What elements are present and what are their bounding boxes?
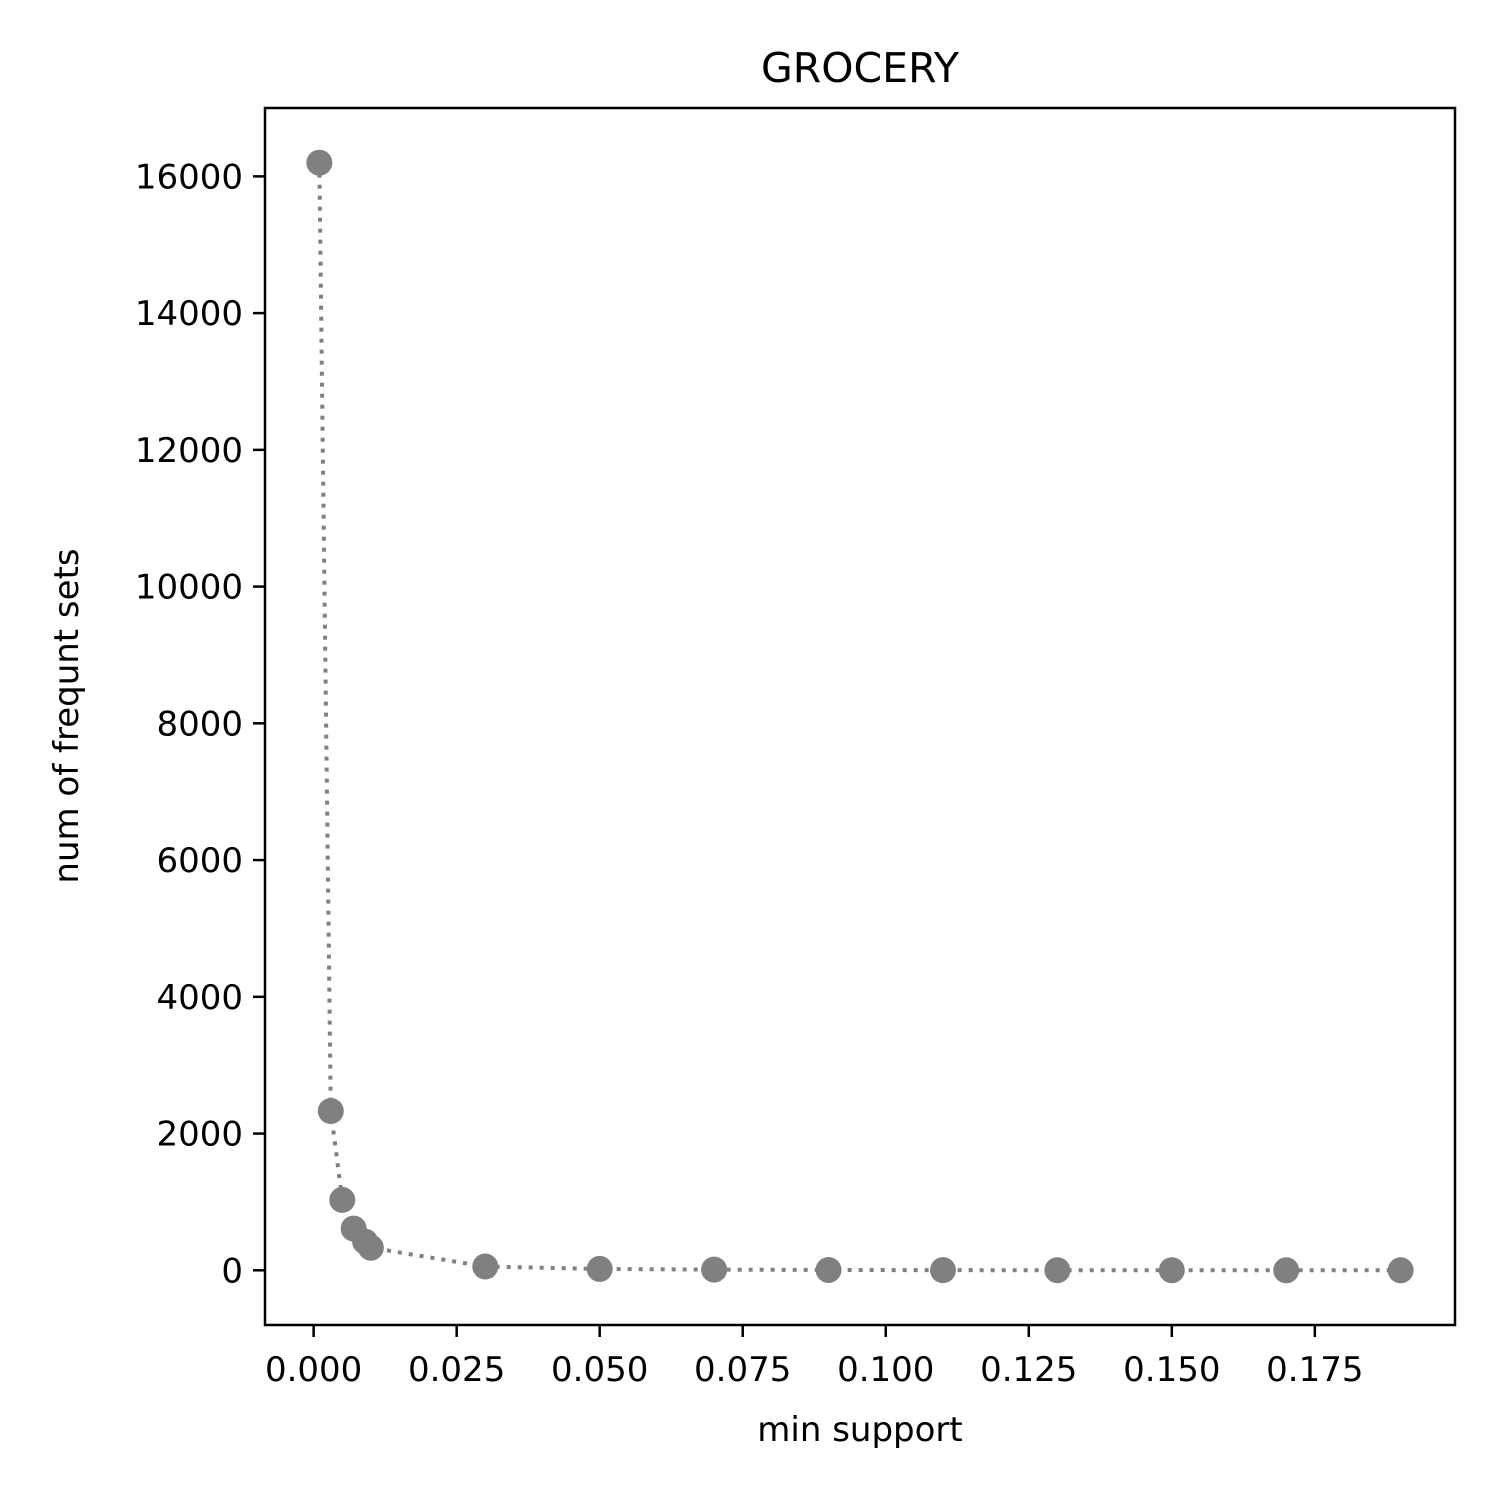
y-tick-label: 12000	[135, 431, 243, 471]
y-axis-label: num of frequnt sets	[47, 548, 87, 883]
x-tick-label: 0.000	[265, 1350, 362, 1390]
plot-frame	[263, 106, 1457, 1327]
x-tick-label: 0.050	[551, 1350, 648, 1390]
data-point	[815, 1256, 842, 1283]
data-point	[1387, 1257, 1414, 1284]
x-tick-label: 0.150	[1123, 1350, 1220, 1390]
y-tick-label: 6000	[156, 841, 243, 881]
data-point	[929, 1257, 956, 1284]
x-tick-label: 0.075	[694, 1350, 791, 1390]
data-point	[1044, 1257, 1071, 1284]
y-tick-label: 0	[221, 1251, 243, 1291]
data-point	[329, 1186, 356, 1213]
x-tick-label: 0.175	[1266, 1350, 1363, 1390]
x-tick-label: 0.125	[980, 1350, 1077, 1390]
data-point	[317, 1097, 344, 1124]
y-tick-label: 2000	[156, 1115, 243, 1155]
data-point	[357, 1234, 384, 1261]
y-axis: 0 2000 4000 6000 8000 10000 12000 14000 16000	[135, 157, 265, 1291]
data-point	[701, 1256, 728, 1283]
data-point	[1158, 1257, 1185, 1284]
data-point	[1273, 1257, 1300, 1284]
y-tick-label: 16000	[135, 157, 243, 197]
x-axis: 0.000 0.025 0.050 0.075 0.100 0.125 0.150 0.175	[265, 1325, 1364, 1390]
data-point	[306, 149, 333, 176]
y-tick-label: 14000	[135, 294, 243, 334]
x-tick-label: 0.100	[837, 1350, 934, 1390]
x-tick-label: 0.025	[408, 1350, 505, 1390]
data-point	[472, 1253, 499, 1280]
data-point	[586, 1255, 613, 1282]
y-tick-label: 10000	[135, 568, 243, 608]
x-axis-label: min support	[757, 1410, 962, 1450]
y-tick-label: 4000	[156, 978, 243, 1018]
chart-title: GROCERY	[761, 44, 960, 92]
plot-series	[306, 149, 1414, 1284]
y-tick-label: 8000	[156, 704, 243, 744]
